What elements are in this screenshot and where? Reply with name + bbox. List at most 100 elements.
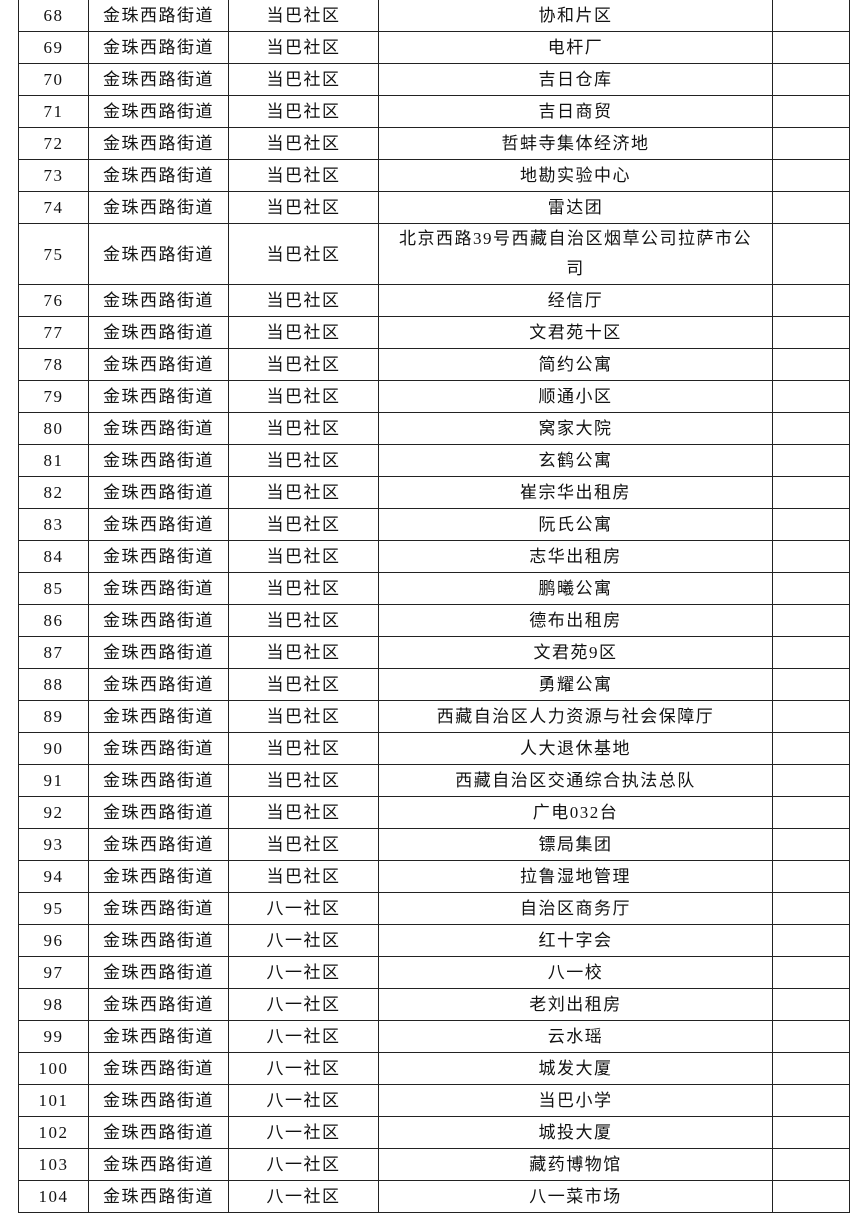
community: 当巴社区 xyxy=(228,828,379,861)
row-number: 87 xyxy=(18,636,89,669)
table-row: 68 金珠西路街道 当巴社区 协和片区 xyxy=(18,0,850,32)
empty-cell xyxy=(772,668,850,701)
street: 金珠西路街道 xyxy=(88,764,229,797)
row-number: 73 xyxy=(18,159,89,192)
empty-cell xyxy=(772,476,850,509)
table-row: 80 金珠西路街道 当巴社区 窝家大院 xyxy=(18,412,850,445)
community: 八一社区 xyxy=(228,956,379,989)
table: 68 金珠西路街道 当巴社区 协和片区 69 金珠西路街道 当巴社区 电杆厂 70 金珠西路街道当… xyxy=(18,0,850,1213)
empty-cell xyxy=(772,316,850,349)
place: 崔宗华出租房 xyxy=(378,476,773,509)
street: 金珠西路街道 xyxy=(88,1084,229,1117)
street: 金珠西路街道 xyxy=(88,668,229,701)
street: 金珠西路街道 xyxy=(88,732,229,765)
street: 金珠西路街道 xyxy=(88,508,229,541)
table-row: 87 金珠西路街道 当巴社区 文君苑9区 xyxy=(18,636,850,669)
place: 简约公寓 xyxy=(378,348,773,381)
row-number: 92 xyxy=(18,796,89,829)
empty-cell xyxy=(772,828,850,861)
table-row: 101 金珠西路街道 八一社区 当巴小学 xyxy=(18,1084,850,1117)
place: 文君苑9区 xyxy=(378,636,773,669)
community: 当巴社区 xyxy=(228,732,379,765)
empty-cell xyxy=(772,127,850,160)
place: 拉鲁湿地管理 xyxy=(378,860,773,893)
community: 当巴社区 xyxy=(228,223,379,285)
community: 当巴社区 xyxy=(228,508,379,541)
street: 金珠西路街道 xyxy=(88,127,229,160)
table-row: 88 金珠西路街道 当巴社区 勇耀公寓 xyxy=(18,668,850,701)
row-number: 69 xyxy=(18,31,89,64)
empty-cell xyxy=(772,95,850,128)
street: 金珠西路街道 xyxy=(88,860,229,893)
row-number: 71 xyxy=(18,95,89,128)
place: 西藏自治区交通综合执法总队 xyxy=(378,764,773,797)
table-row: 90 金珠西路街道 当巴社区 人大退休基地 xyxy=(18,732,850,765)
row-number: 104 xyxy=(18,1180,89,1213)
street: 金珠西路街道 xyxy=(88,63,229,96)
street: 金珠西路街道 xyxy=(88,540,229,573)
community: 八一社区 xyxy=(228,1020,379,1053)
empty-cell xyxy=(772,732,850,765)
row-number: 98 xyxy=(18,988,89,1021)
street: 金珠西路街道 xyxy=(88,31,229,64)
community: 当巴社区 xyxy=(228,604,379,637)
empty-cell xyxy=(772,1116,850,1149)
place: 阮氏公寓 xyxy=(378,508,773,541)
row-number: 79 xyxy=(18,380,89,413)
place: 当巴小学 xyxy=(378,1084,773,1117)
row-number: 76 xyxy=(18,284,89,317)
table-row: 99 金珠西路街道 八一社区 云水瑶 xyxy=(18,1020,850,1053)
community: 当巴社区 xyxy=(228,412,379,445)
empty-cell xyxy=(772,1180,850,1213)
row-number: 86 xyxy=(18,604,89,637)
empty-cell xyxy=(772,348,850,381)
community: 八一社区 xyxy=(228,1180,379,1213)
row-number: 77 xyxy=(18,316,89,349)
street: 金珠西路街道 xyxy=(88,476,229,509)
empty-cell xyxy=(772,636,850,669)
empty-cell xyxy=(772,1020,850,1053)
empty-cell xyxy=(772,0,850,32)
table-row: 73 金珠西路街道 当巴社区 地勘实验中心 xyxy=(18,159,850,192)
community: 当巴社区 xyxy=(228,348,379,381)
community: 八一社区 xyxy=(228,1084,379,1117)
table-row: 84 金珠西路街道 当巴社区 志华出租房 xyxy=(18,540,850,573)
table-row: 77 金珠西路街道 当巴社区 文君苑十区 xyxy=(18,316,850,349)
community: 当巴社区 xyxy=(228,540,379,573)
street: 金珠西路街道 xyxy=(88,284,229,317)
place: 藏药博物馆 xyxy=(378,1148,773,1181)
table-row: 104 金珠西路街道 八一社区 八一菜市场 xyxy=(18,1180,850,1213)
table-row: 72 金珠西路街道 当巴社区 哲蚌寺集体经济地 xyxy=(18,127,850,160)
row-number: 89 xyxy=(18,700,89,733)
community: 当巴社区 xyxy=(228,380,379,413)
row-number: 84 xyxy=(18,540,89,573)
street: 金珠西路街道 xyxy=(88,95,229,128)
empty-cell xyxy=(772,31,850,64)
row-number: 81 xyxy=(18,444,89,477)
community: 当巴社区 xyxy=(228,860,379,893)
row-number: 68 xyxy=(18,0,89,32)
place: 吉日仓库 xyxy=(378,63,773,96)
empty-cell xyxy=(772,159,850,192)
row-number: 103 xyxy=(18,1148,89,1181)
community: 当巴社区 xyxy=(228,0,379,32)
table-row: 81 金珠西路街道 当巴社区 玄鹤公寓 xyxy=(18,444,850,477)
place: 吉日商贸 xyxy=(378,95,773,128)
street: 金珠西路街道 xyxy=(88,604,229,637)
table-row: 91 金珠西路街道 当巴社区 西藏自治区交通综合执法总队 xyxy=(18,764,850,797)
row-number: 95 xyxy=(18,892,89,925)
community: 当巴社区 xyxy=(228,191,379,224)
empty-cell xyxy=(772,508,850,541)
table-row: 93 金珠西路街道 当巴社区 镖局集团 xyxy=(18,828,850,861)
street: 金珠西路街道 xyxy=(88,444,229,477)
empty-cell xyxy=(772,284,850,317)
street: 金珠西路街道 xyxy=(88,1020,229,1053)
street: 金珠西路街道 xyxy=(88,988,229,1021)
place: 西藏自治区人力资源与社会保障厅 xyxy=(378,700,773,733)
row-number: 99 xyxy=(18,1020,89,1053)
row-number: 85 xyxy=(18,572,89,605)
street: 金珠西路街道 xyxy=(88,223,229,285)
community: 当巴社区 xyxy=(228,63,379,96)
empty-cell xyxy=(772,444,850,477)
street: 金珠西路街道 xyxy=(88,892,229,925)
